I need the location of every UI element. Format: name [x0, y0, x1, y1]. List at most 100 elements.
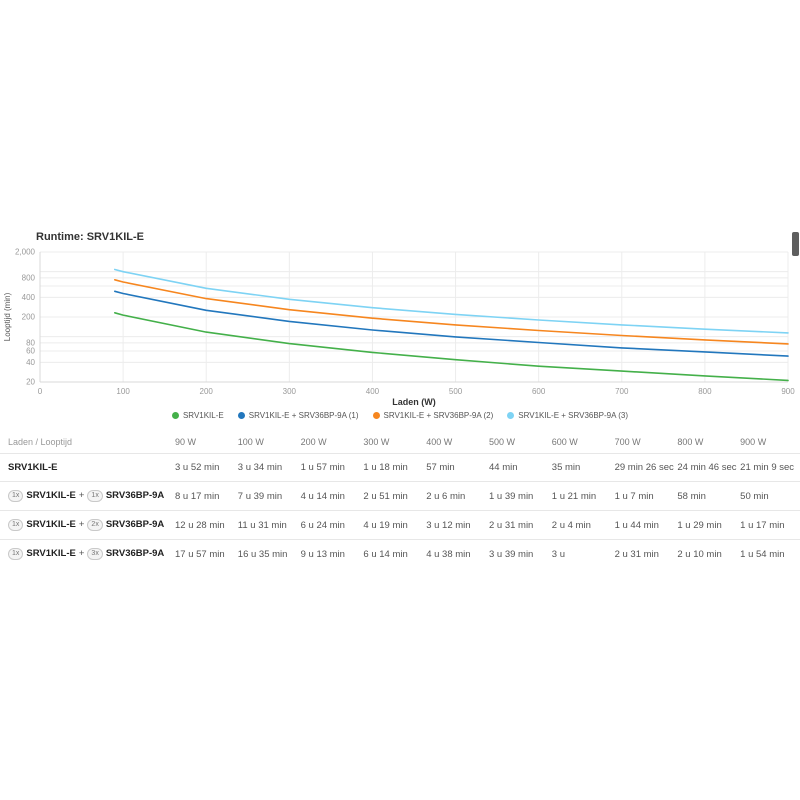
- runtime-cell: 1 u 39 min: [488, 490, 534, 502]
- x-tick-label: 100: [116, 387, 130, 396]
- runtime-cell: 1 u 17 min: [740, 519, 785, 531]
- x-axis-label: Laden (W): [392, 397, 436, 407]
- legend-dot: [372, 412, 380, 419]
- runtime-cell: 29 min 26 sec: [614, 462, 674, 473]
- series-line-0: [114, 312, 789, 382]
- x-tick-label: 400: [366, 387, 380, 396]
- y-tick-label: 60: [26, 346, 35, 355]
- column-header: 90 W: [175, 437, 197, 447]
- x-tick-label: 300: [283, 387, 297, 396]
- y-tick-label: 80: [26, 338, 35, 347]
- legend-label: SRV1KIL-E + SRV36BP-9A (2): [383, 411, 494, 420]
- y-tick-label: 40: [26, 358, 35, 367]
- runtime-cell: 2 u 51 min: [363, 490, 408, 502]
- runtime-cell: 4 u 19 min: [363, 519, 408, 531]
- series-line-3: [114, 268, 789, 334]
- legend-label: SRV1KIL-E + SRV36BP-9A (3): [518, 411, 629, 420]
- runtime-cell: 7 u 39 min: [237, 490, 283, 502]
- x-tick-label: 500: [449, 387, 463, 396]
- runtime-cell: 11 u 31 min: [237, 519, 287, 531]
- series-line-1: [114, 290, 789, 357]
- chart-legend: SRV1KIL-E SRV1KIL-E + SRV36BP-9A (1) SRV1K…: [0, 411, 800, 420]
- column-header: 500 W: [488, 437, 515, 447]
- qty-badge: 3x: [87, 548, 103, 560]
- legend-dot: [507, 412, 515, 419]
- series-line-2: [114, 278, 789, 345]
- runtime-cell: 1 u 7 min: [614, 490, 654, 502]
- column-header: 600 W: [551, 437, 578, 447]
- plus-separator: +: [78, 490, 85, 501]
- table-row: 1x SRV1KIL-E +2x SRV36BP-9A 12 u 28 min 11 u …: [0, 510, 800, 540]
- row-label: 1x SRV1KIL-E +2x SRV36BP-9A: [0, 511, 172, 540]
- column-header: 100 W: [237, 437, 264, 447]
- legend-item-0[interactable]: SRV1KIL-E: [171, 411, 224, 420]
- runtime-cell: 12 u 28 min: [175, 519, 225, 531]
- legend-item-3[interactable]: SRV1KIL-E + SRV36BP-9A (3): [507, 411, 628, 420]
- y-tick-label: 2,000: [15, 248, 36, 257]
- runtime-cell: 2 u 4 min: [551, 519, 591, 531]
- x-tick-label: 800: [698, 387, 712, 396]
- legend-item-2[interactable]: SRV1KIL-E + SRV36BP-9A (2): [372, 411, 494, 420]
- product-name: SRV1KIL-E: [26, 548, 76, 559]
- column-header: 200 W: [300, 437, 327, 447]
- scrollbar-thumb[interactable]: [792, 232, 799, 256]
- qty-badge: 1x: [8, 519, 24, 531]
- qty-badge: 1x: [8, 490, 24, 502]
- runtime-cell: 2 u 31 min: [488, 519, 534, 531]
- qty-badge: 1x: [8, 548, 24, 560]
- plus-separator: +: [78, 548, 85, 559]
- battery-pack-name: SRV36BP-9A: [105, 519, 165, 530]
- runtime-cell: 1 u 57 min: [300, 462, 345, 473]
- column-header: 400 W: [426, 437, 453, 447]
- runtime-cell: 1 u 29 min: [677, 519, 722, 531]
- table-corner-label: Laden / Looptijd: [8, 437, 73, 447]
- legend-label: SRV1KIL-E: [182, 411, 224, 420]
- column-header: 700 W: [614, 437, 641, 447]
- column-header: 900 W: [740, 437, 767, 447]
- table-row: SRV1KIL-E 3 u 52 min 3 u 34 min 1 u 57 min 1…: [0, 453, 800, 482]
- qty-badge: 1x: [87, 490, 103, 502]
- runtime-cell: 6 u 24 min: [300, 519, 345, 531]
- x-tick-label: 700: [615, 387, 629, 396]
- plus-separator: +: [78, 519, 85, 530]
- runtime-cell: 8 u 17 min: [175, 490, 220, 502]
- row-label: 1x SRV1KIL-E +1x SRV36BP-9A: [0, 482, 172, 511]
- row-label: SRV1KIL-E: [0, 454, 172, 482]
- runtime-cell: 2 u 6 min: [426, 490, 466, 502]
- x-tick-label: 0: [38, 387, 43, 396]
- runtime-cell: 2 u 10 min: [677, 548, 722, 560]
- x-tick-label: 600: [532, 387, 546, 396]
- runtime-table: Laden / Looptijd 90 W 100 W 200 W 300 W 400 W…: [0, 431, 800, 568]
- runtime-cell: 50 min: [740, 490, 769, 502]
- column-header: 800 W: [677, 437, 704, 447]
- runtime-cell: 3 u 12 min: [426, 519, 471, 531]
- runtime-cell: 58 min: [677, 490, 706, 502]
- y-tick-label: 800: [22, 273, 36, 282]
- runtime-cell: 17 u 57 min: [175, 548, 225, 560]
- runtime-cell: 9 u 13 min: [300, 548, 345, 560]
- y-tick-label: 20: [26, 378, 35, 387]
- runtime-cell: 4 u 14 min: [300, 490, 345, 502]
- battery-pack-name: SRV36BP-9A: [105, 490, 165, 501]
- column-header: 300 W: [363, 437, 390, 447]
- runtime-cell: 24 min 46 sec: [677, 462, 737, 473]
- runtime-cell: 3 u 52 min: [175, 462, 220, 473]
- x-tick-label: 900: [781, 387, 795, 396]
- table-row: 1x SRV1KIL-E +1x SRV36BP-9A 8 u 17 min 7 u 39…: [0, 481, 800, 511]
- runtime-cell: 35 min: [551, 462, 581, 473]
- runtime-cell: 21 min 9 sec: [740, 462, 795, 473]
- legend-dot: [237, 412, 245, 419]
- runtime-cell: 16 u 35 min: [237, 548, 288, 560]
- legend-label: SRV1KIL-E + SRV36BP-9A (1): [248, 411, 359, 420]
- page-title: Runtime: SRV1KIL-E: [36, 231, 144, 243]
- runtime-cell: 57 min: [426, 462, 455, 473]
- y-tick-label: 400: [22, 293, 36, 302]
- table-row: 1x SRV1KIL-E +3x SRV36BP-9A 17 u 57 min 16 u …: [0, 539, 800, 569]
- runtime-cell: 44 min: [488, 462, 518, 473]
- runtime-cell: 3 u 34 min: [237, 462, 283, 473]
- legend-item-1[interactable]: SRV1KIL-E + SRV36BP-9A (1): [237, 411, 359, 420]
- runtime-cell: 4 u 38 min: [426, 548, 471, 560]
- product-name: SRV1KIL-E: [26, 490, 76, 501]
